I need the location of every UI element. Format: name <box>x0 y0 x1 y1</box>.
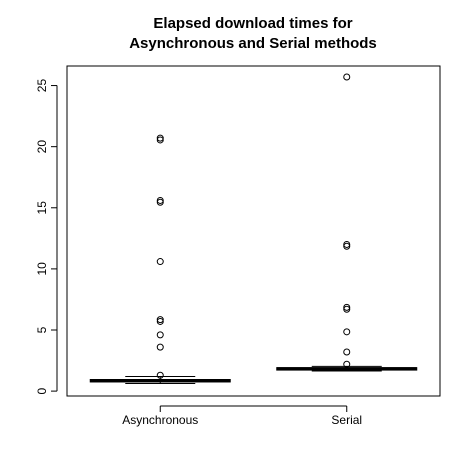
y-tick-label: 20 <box>35 140 49 154</box>
plot-frame <box>66 65 441 397</box>
box-asynchronous <box>89 134 231 385</box>
outlier-point <box>156 136 164 144</box>
outlier-point <box>343 73 351 81</box>
box-serial <box>276 73 418 372</box>
outlier-point <box>156 343 164 351</box>
outlier-point <box>156 316 164 324</box>
chart-title-line-1: Elapsed download times for <box>153 15 352 32</box>
chart-title-line-2: Asynchronous and Serial methods <box>129 35 377 52</box>
outlier-point <box>156 371 164 379</box>
outlier-point <box>156 134 164 142</box>
y-tick-label: 25 <box>35 79 49 93</box>
y-tick-label: 5 <box>35 326 49 333</box>
y-axis: 0 5 10 15 20 25 <box>35 79 58 394</box>
outlier-point <box>343 348 351 356</box>
outlier-point <box>156 331 164 339</box>
x-tick-label: Asynchronous <box>122 413 198 427</box>
outlier-point <box>343 328 351 336</box>
outlier-point <box>343 242 351 250</box>
outlier-point <box>343 303 351 311</box>
y-tick-label: 0 <box>35 387 49 394</box>
outlier-point <box>156 198 164 206</box>
outlier-point <box>156 317 164 325</box>
x-axis: Asynchronous Serial <box>122 405 362 427</box>
y-tick-label: 15 <box>35 201 49 215</box>
boxes <box>89 73 418 385</box>
y-tick-label: 10 <box>35 262 49 276</box>
outlier-point <box>343 240 351 248</box>
outlier-point <box>156 258 164 266</box>
outlier-point <box>156 196 164 204</box>
outlier-point <box>343 360 351 368</box>
x-tick-label: Serial <box>331 413 362 427</box>
outlier-point <box>343 305 351 313</box>
